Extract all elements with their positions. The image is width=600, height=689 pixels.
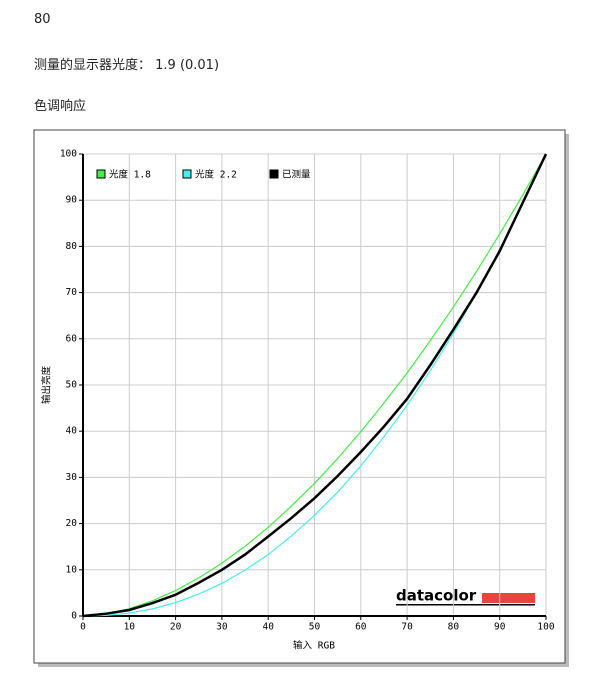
x-tick-label: 80 (448, 622, 460, 633)
x-tick-label: 20 (170, 622, 182, 633)
logo-bar (482, 593, 535, 603)
x-tick-label: 40 (262, 622, 274, 633)
y-tick-label: 60 (66, 333, 78, 344)
frame (33, 129, 566, 664)
value-text: 80 (34, 12, 51, 27)
legend-label: 已测量 (282, 170, 311, 181)
y-tick-label: 90 (66, 195, 78, 206)
x-tick-label: 60 (355, 622, 367, 633)
x-tick-label: 10 (124, 622, 136, 633)
x-tick-label: 30 (216, 622, 228, 633)
gamma-text: 测量的显示器光度： 1.9 (0.01) (34, 58, 220, 73)
x-tick-label: 0 (80, 622, 86, 633)
y-axis-label: 输出亮度 (41, 366, 53, 405)
y-tick-label: 70 (66, 287, 78, 298)
series-line (82, 153, 547, 617)
y-tick-label: 80 (66, 241, 78, 252)
x-tick-label: 70 (401, 622, 413, 633)
x-axis-label: 输入 RGB (293, 640, 335, 652)
y-tick-label: 50 (66, 380, 78, 391)
legend-label: 光度 1.8 (109, 169, 151, 181)
x-tick-label: 90 (494, 622, 506, 633)
x-tick-label: 50 (309, 622, 321, 633)
legend-swatch (269, 169, 279, 179)
legend-swatch (96, 169, 106, 179)
y-tick-label: 100 (60, 149, 77, 160)
legend-swatch (182, 169, 192, 179)
logo-underline (396, 604, 535, 606)
series-line (82, 153, 548, 618)
y-tick-label: 0 (71, 611, 77, 622)
section-title: 色调响应 (34, 99, 87, 114)
x-tick-label: 100 (537, 622, 554, 633)
y-tick-label: 40 (66, 426, 78, 437)
legend-label: 光度 2.2 (195, 169, 237, 181)
y-tick-label: 20 (66, 518, 78, 529)
y-tick-label: 30 (66, 472, 78, 483)
logo: datacolor (396, 587, 477, 605)
y-tick-label: 10 (66, 564, 78, 575)
